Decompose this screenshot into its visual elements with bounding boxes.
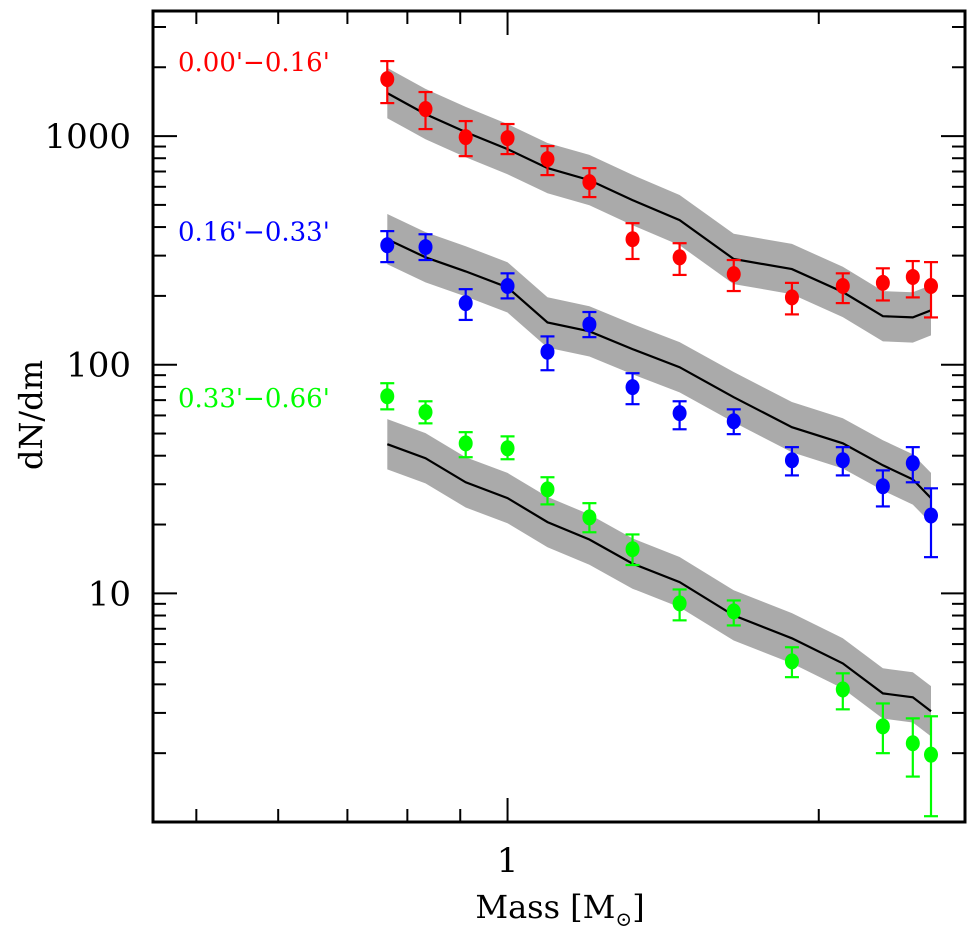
model-line-0 bbox=[386, 92, 932, 319]
legend-label-2: 0.33'−0.66' bbox=[178, 384, 330, 414]
data-point bbox=[380, 237, 395, 254]
data-point bbox=[875, 274, 890, 291]
data-point bbox=[582, 509, 597, 526]
y-tick-label: 100 bbox=[66, 346, 131, 386]
tick-labels: 1 10 100 1000 bbox=[44, 117, 518, 881]
data-point bbox=[458, 295, 473, 312]
data-point bbox=[625, 379, 640, 396]
data-point bbox=[672, 595, 687, 612]
legend: 0.00'−0.16' 0.16'−0.33' 0.33'−0.66' bbox=[178, 48, 330, 414]
data-point bbox=[540, 343, 555, 360]
data-point bbox=[726, 603, 741, 620]
data-point bbox=[875, 718, 890, 735]
data-point bbox=[784, 289, 799, 306]
data-point bbox=[672, 405, 687, 422]
data-point bbox=[540, 481, 555, 498]
data-point bbox=[458, 435, 473, 452]
data-point bbox=[924, 277, 939, 294]
data-point bbox=[418, 404, 433, 421]
data-point bbox=[784, 452, 799, 469]
y-tick-label: 10 bbox=[88, 574, 131, 614]
data-point bbox=[540, 151, 555, 168]
data-point bbox=[458, 129, 473, 146]
axes: 1 10 100 1000 bbox=[44, 9, 967, 881]
error-bar bbox=[924, 715, 939, 818]
model-bands bbox=[387, 67, 931, 737]
data-point bbox=[835, 452, 850, 469]
legend-label-0: 0.00'−0.16' bbox=[178, 48, 330, 78]
y-tick-label: 1000 bbox=[44, 117, 131, 157]
ticks bbox=[153, 11, 965, 822]
data-point bbox=[582, 316, 597, 333]
data-point bbox=[905, 735, 920, 752]
data-point bbox=[380, 71, 395, 88]
data-point bbox=[672, 249, 687, 266]
data-point bbox=[500, 440, 515, 457]
x-axis-title-main: Mass [M bbox=[475, 888, 615, 926]
data-point bbox=[924, 746, 939, 763]
data-points bbox=[380, 71, 939, 763]
data-point bbox=[500, 277, 515, 294]
data-point bbox=[625, 231, 640, 248]
x-axis-title-sun-symbol: ⊙ bbox=[615, 907, 632, 931]
legend-label-1: 0.16'−0.33' bbox=[178, 217, 330, 247]
x-axis-title: Mass [M⊙] bbox=[475, 888, 644, 931]
data-point bbox=[726, 413, 741, 430]
data-point bbox=[905, 268, 920, 285]
data-point bbox=[924, 507, 939, 524]
data-point bbox=[582, 174, 597, 191]
plot-frame bbox=[151, 9, 967, 824]
model-band-1 bbox=[387, 214, 931, 524]
data-point bbox=[418, 239, 433, 256]
data-point bbox=[905, 455, 920, 472]
model-band-0 bbox=[387, 67, 931, 343]
data-point bbox=[625, 541, 640, 558]
data-point bbox=[418, 101, 433, 118]
data-point bbox=[835, 277, 850, 294]
data-point bbox=[784, 653, 799, 670]
x-tick-label: 1 bbox=[497, 841, 519, 881]
data-point bbox=[835, 681, 850, 698]
data-point bbox=[726, 266, 741, 283]
model-lines bbox=[386, 92, 932, 713]
x-axis-title-close: ] bbox=[632, 888, 644, 926]
data-point bbox=[380, 388, 395, 405]
data-point bbox=[875, 478, 890, 495]
y-axis-title: dN/dm bbox=[12, 360, 50, 470]
data-point bbox=[500, 130, 515, 147]
model-line-1 bbox=[386, 238, 932, 499]
model-line-2 bbox=[386, 443, 932, 713]
